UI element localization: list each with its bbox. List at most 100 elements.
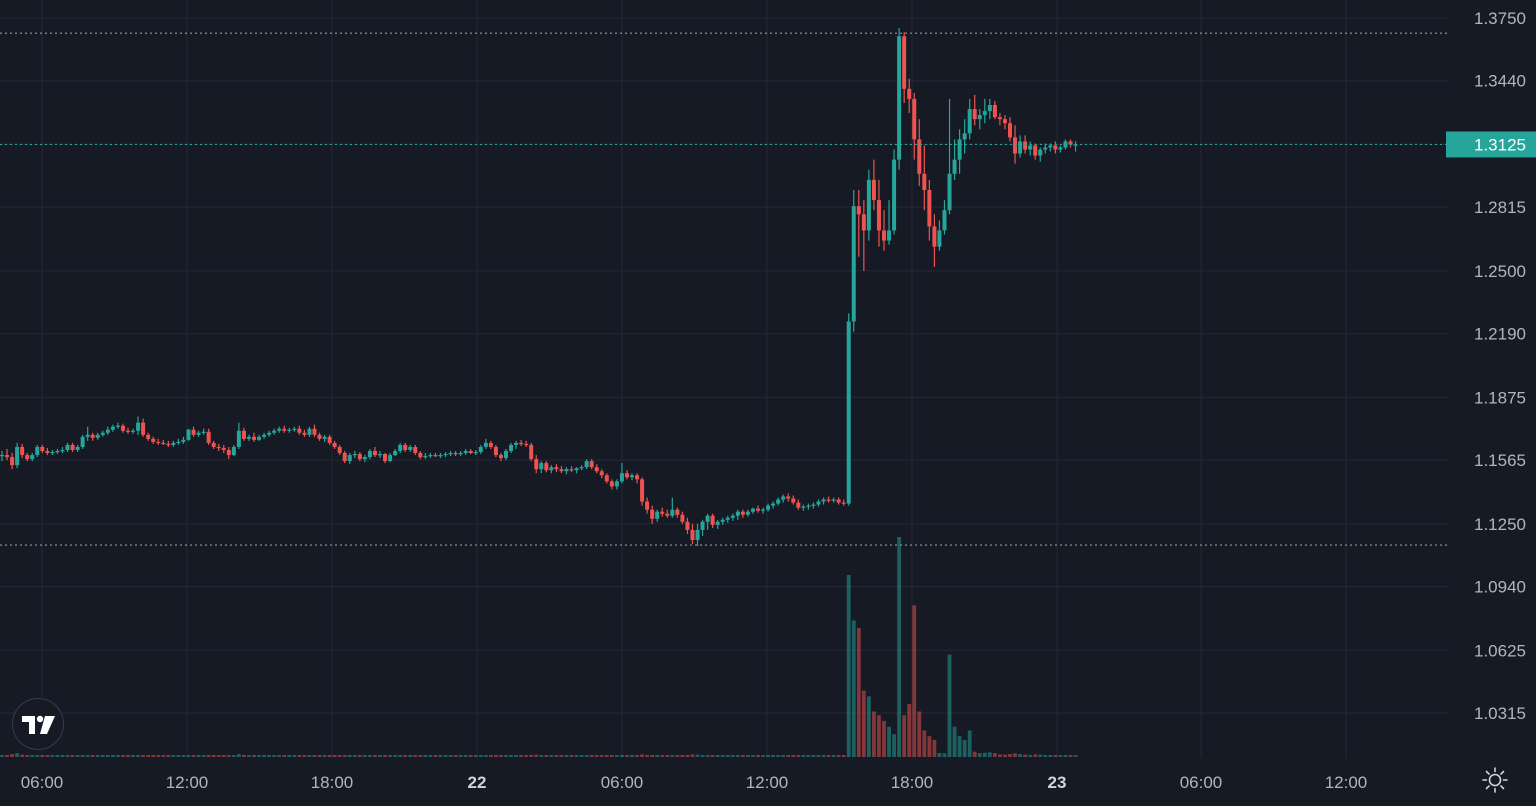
candle-body <box>40 446 45 451</box>
candle-body <box>458 453 463 455</box>
volume-bar <box>196 755 201 757</box>
volume-bar <box>861 690 866 757</box>
candle-body <box>745 511 750 515</box>
volume-bar <box>1063 755 1068 757</box>
volume-bar <box>942 753 947 757</box>
candle-body <box>927 189 932 227</box>
candle-body <box>216 446 221 449</box>
volume-bar <box>171 755 176 757</box>
tradingview-logo[interactable] <box>12 698 64 750</box>
candle-body <box>498 455 503 459</box>
volume-bar <box>105 755 110 757</box>
candle-body <box>287 429 292 431</box>
volume-bar <box>156 755 161 757</box>
volume-bar <box>60 755 65 757</box>
candle-body <box>892 159 897 231</box>
candle-body <box>977 115 982 120</box>
candle-body <box>756 508 760 511</box>
volume-bar <box>176 755 181 757</box>
candle-body <box>478 446 483 452</box>
volume-bar <box>766 755 770 757</box>
candle-body <box>967 109 972 134</box>
candle-body <box>574 468 579 471</box>
candle-body <box>614 481 619 487</box>
volume-bar <box>75 755 80 757</box>
volume-bar <box>20 754 25 757</box>
volume-bar <box>312 755 317 757</box>
candle-body <box>1068 141 1073 145</box>
price-tick-label: 1.2815 <box>1474 198 1526 217</box>
price-tick-label: 1.3750 <box>1474 9 1526 28</box>
volume-bar <box>247 755 251 757</box>
candle-body <box>443 454 448 456</box>
candle-body <box>398 444 403 451</box>
candle-body <box>1058 147 1063 150</box>
volume-bar <box>1048 755 1053 757</box>
volume-bar <box>670 755 675 757</box>
volume-bar <box>262 755 266 757</box>
volume-bar <box>579 755 584 757</box>
volume-bar <box>957 736 962 757</box>
volume-bar <box>80 755 85 757</box>
time-axis[interactable]: 06:00 12:00 18:00 22 06:00 12:00 18:00 23 06:00 1… <box>21 773 1368 792</box>
candle-body <box>619 473 624 482</box>
candle-body <box>882 230 886 241</box>
candle-body <box>665 513 670 516</box>
volume-bar <box>121 755 125 757</box>
candle-body <box>488 442 493 447</box>
volume-bar <box>569 755 574 757</box>
candle-body <box>337 446 342 454</box>
grid-lines <box>0 0 1448 758</box>
candle-body <box>322 436 327 439</box>
candle-body <box>327 436 332 443</box>
candle-body <box>186 429 191 440</box>
candle-body <box>226 449 231 456</box>
candle-body <box>937 230 942 247</box>
time-tick-label: 18:00 <box>891 773 934 792</box>
volume-bar <box>992 753 997 757</box>
candle-body <box>448 453 453 455</box>
volume-bar <box>362 755 367 757</box>
candle-body <box>846 321 851 504</box>
volume-bar <box>50 755 55 757</box>
volume-bar <box>836 755 841 757</box>
volume-bar <box>635 755 639 757</box>
volume-bar <box>761 755 765 757</box>
volume-bar <box>735 755 740 757</box>
candle-body <box>60 449 65 452</box>
candle-body <box>383 454 388 462</box>
time-tick-label: 06:00 <box>1180 773 1223 792</box>
candle-body <box>962 133 967 140</box>
candle-body <box>241 430 246 439</box>
candle-body <box>85 434 90 437</box>
candle-body <box>1013 137 1018 154</box>
volume-bar <box>539 755 544 757</box>
price-axis[interactable]: 1.3750 1.3440 1.2815 1.2500 1.2190 1.1875 1.15… <box>1446 9 1536 723</box>
candle-body <box>423 456 428 458</box>
volume-bar <box>151 755 156 757</box>
volume-bar <box>423 755 428 757</box>
candle-body <box>635 475 640 480</box>
volume-bar <box>987 752 992 757</box>
candles <box>0 28 1078 547</box>
volume-bar <box>25 755 30 757</box>
volume-bar <box>599 755 604 757</box>
volume-bar <box>347 755 352 757</box>
volume-bar <box>352 755 357 757</box>
candle-body <box>171 442 176 445</box>
settings-sun-icon[interactable] <box>1480 765 1510 795</box>
candle-body <box>630 475 634 478</box>
volume-bar <box>126 755 130 757</box>
volume-bar <box>30 755 35 757</box>
candle-body <box>483 442 488 447</box>
candle-body <box>917 139 922 174</box>
candle-body <box>715 521 720 525</box>
time-tick-label: 18:00 <box>311 773 354 792</box>
volume-bar <box>826 755 831 757</box>
volume-bar <box>902 715 907 757</box>
candle-body <box>725 517 730 520</box>
candle-body <box>403 444 408 450</box>
candle-body <box>821 499 826 502</box>
